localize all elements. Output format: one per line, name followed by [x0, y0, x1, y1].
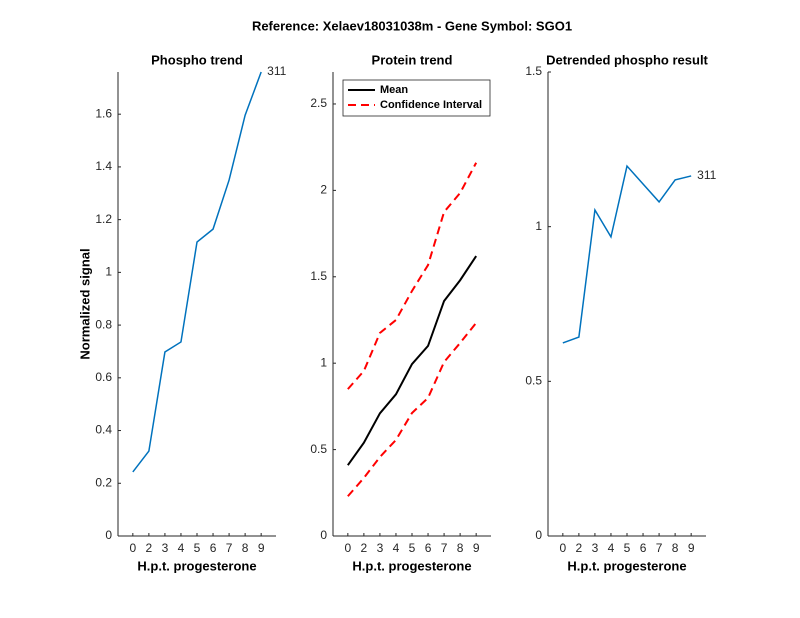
y-tick-label: 2.5	[310, 96, 327, 110]
x-tick-label: 3	[592, 541, 599, 555]
x-tick-label: 5	[624, 541, 631, 555]
annotation: 311	[267, 64, 286, 78]
x-tick-label: 9	[688, 541, 695, 555]
x-tick-label: 0	[559, 541, 566, 555]
y-tick-label: 1	[535, 219, 542, 233]
data-line	[347, 255, 477, 466]
chart-title: Protein trend	[372, 52, 453, 67]
x-tick-label: 5	[194, 541, 201, 555]
y-tick-label: 0	[105, 528, 112, 542]
y-tick-label: 0	[320, 528, 327, 542]
y-tick-label: 1.4	[95, 159, 112, 173]
data-line	[347, 162, 478, 390]
chart-title: Detrended phospho result	[546, 52, 708, 67]
x-tick-label: 8	[672, 541, 679, 555]
y-tick-label: 1.2	[95, 212, 112, 226]
data-line	[347, 322, 477, 497]
y-tick-label: 1.5	[525, 64, 542, 78]
y-tick-label: 2	[320, 183, 327, 197]
y-tick-label: 0.5	[525, 374, 542, 388]
x-tick-label: 7	[226, 541, 233, 555]
x-tick-label: 2	[361, 541, 368, 555]
y-axis-label: Normalized signal	[77, 248, 92, 359]
x-tick-label: 3	[162, 541, 169, 555]
legend-label: Confidence Interval	[380, 99, 482, 111]
x-tick-label: 7	[656, 541, 663, 555]
x-tick-label: 2	[146, 541, 153, 555]
x-tick-label: 3	[377, 541, 384, 555]
x-tick-label: 0	[344, 541, 351, 555]
x-tick-label: 4	[393, 541, 400, 555]
x-tick-label: 6	[640, 541, 647, 555]
annotation: 311	[697, 168, 716, 182]
x-tick-label: 8	[242, 541, 249, 555]
legend-label: Mean	[380, 84, 408, 96]
x-tick-label: 4	[178, 541, 185, 555]
y-tick-label: 1	[105, 265, 112, 279]
y-tick-label: 0.2	[95, 475, 112, 489]
x-tick-label: 4	[608, 541, 615, 555]
x-tick-label: 8	[457, 541, 464, 555]
data-line	[562, 164, 692, 344]
x-tick-label: 9	[473, 541, 480, 555]
x-tick-label: 7	[441, 541, 448, 555]
y-tick-label: 1	[320, 355, 327, 369]
y-tick-label: 1.5	[310, 269, 327, 283]
x-axis-label: H.p.t. progesterone	[352, 558, 471, 573]
y-tick-label: 1.6	[95, 106, 112, 120]
x-axis-label: H.p.t. progesterone	[137, 558, 256, 573]
x-tick-label: 6	[210, 541, 217, 555]
legend-box	[342, 79, 491, 117]
y-tick-label: 0.4	[95, 423, 112, 437]
y-tick-label: 0.6	[95, 370, 112, 384]
figure-title: Reference: Xelaev18031038m - Gene Symbol…	[252, 18, 572, 33]
x-tick-label: 0	[129, 541, 136, 555]
data-line	[132, 71, 262, 473]
chart-title: Phospho trend	[151, 52, 243, 67]
x-tick-label: 5	[409, 541, 416, 555]
x-tick-label: 9	[258, 541, 265, 555]
x-tick-label: 6	[425, 541, 432, 555]
x-tick-label: 2	[576, 541, 583, 555]
y-tick-label: 0	[535, 528, 542, 542]
x-axis-label: H.p.t. progesterone	[567, 558, 686, 573]
y-tick-label: 0.8	[95, 317, 112, 331]
y-tick-label: 0.5	[310, 442, 327, 456]
